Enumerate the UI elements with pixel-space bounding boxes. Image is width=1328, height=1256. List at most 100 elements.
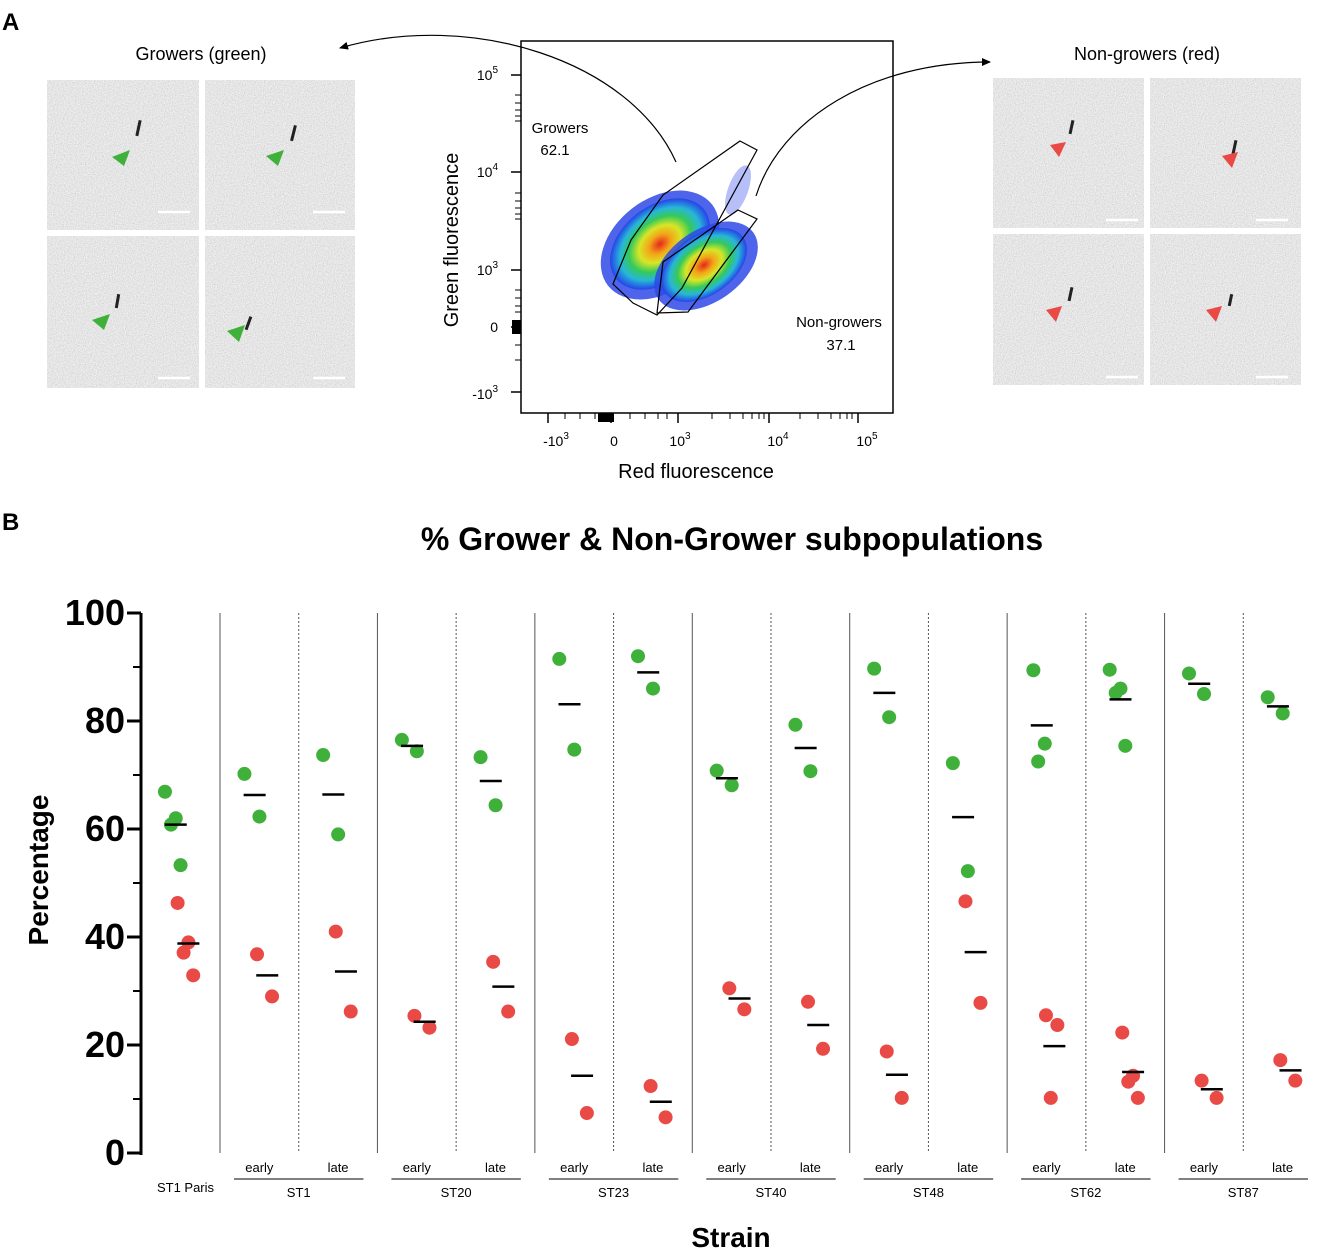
flow-x-tick-label: 103 xyxy=(669,431,691,449)
chart-title: % Grower & Non-Grower subpopulations xyxy=(421,521,1043,557)
phase-label: early xyxy=(403,1160,432,1175)
grower-point xyxy=(646,681,661,696)
grower-point xyxy=(1037,736,1052,751)
y-tick-label: 20 xyxy=(85,1024,125,1065)
phase-label: late xyxy=(642,1160,663,1175)
flow-y-minor-ticks xyxy=(515,94,521,361)
grower-point xyxy=(237,766,252,781)
strain-label: ST20 xyxy=(441,1185,472,1200)
grower-point xyxy=(960,864,975,879)
flow-y-axis-label: Green fluorescence xyxy=(441,153,463,328)
x-axis-label: Strain xyxy=(691,1222,770,1253)
phase-label: late xyxy=(1272,1160,1293,1175)
mean-lines xyxy=(164,671,1302,1103)
grower-point xyxy=(1182,666,1197,681)
phase-label: late xyxy=(800,1160,821,1175)
flow-x-minor-ticks xyxy=(564,413,853,419)
non-grower-point xyxy=(422,1020,437,1035)
flow-x-tick-label: 0 xyxy=(610,433,618,449)
data-points xyxy=(157,649,1303,1125)
arrow-to-growers xyxy=(339,34,677,163)
grower-point xyxy=(331,827,346,842)
flow-y-axis-events xyxy=(512,320,521,334)
gate-nongrowers-polygon xyxy=(656,209,758,314)
grower-point xyxy=(709,763,724,778)
grower-point xyxy=(803,764,818,779)
flow-plot-frame xyxy=(520,40,894,414)
non-grower-point xyxy=(1273,1053,1288,1068)
flow-y-tick-label: -103 xyxy=(472,384,498,402)
flow-density-clouds xyxy=(600,165,758,311)
strain-label: ST62 xyxy=(1070,1185,1101,1200)
phase-label: late xyxy=(485,1160,506,1175)
grower-point xyxy=(473,750,488,765)
gate-nongrowers-value: 37.1 xyxy=(826,337,855,354)
group-separators xyxy=(219,613,1244,1153)
non-grower-point xyxy=(407,1008,422,1023)
strain-labels: ST1 Paris early late ST1 early late ST20 early l… xyxy=(157,1160,1308,1200)
y-tick-label: 80 xyxy=(85,700,125,741)
grower-point xyxy=(882,710,897,725)
grower-point xyxy=(631,649,646,664)
grower-point xyxy=(1102,662,1117,677)
nongrowers-micrographs xyxy=(993,78,1301,385)
micrograph xyxy=(993,78,1144,228)
non-grower-point xyxy=(958,894,973,909)
phase-label: early xyxy=(1190,1160,1219,1175)
grower-point xyxy=(1118,738,1133,753)
strain-label: ST1 xyxy=(287,1185,311,1200)
grower-point xyxy=(316,748,331,763)
nongrowers-title: Non-growers (red) xyxy=(1074,44,1220,64)
y-tick-label: 40 xyxy=(85,916,125,957)
y-ticks: 0 20 40 60 80 100 xyxy=(65,592,141,1173)
non-grower-point xyxy=(343,1004,358,1019)
non-grower-point xyxy=(1130,1090,1145,1105)
micrograph xyxy=(993,234,1144,385)
non-grower-point xyxy=(176,945,191,960)
strain-label: ST40 xyxy=(755,1185,786,1200)
grower-point xyxy=(788,717,803,732)
flow-x-tick-label: 105 xyxy=(856,431,878,449)
flow-y-tick-label: 104 xyxy=(477,162,499,180)
grower-point xyxy=(567,742,582,757)
flow-y-tick-label: 0 xyxy=(490,319,498,335)
non-grower-point xyxy=(816,1041,831,1056)
non-grower-point xyxy=(1115,1025,1130,1040)
arrow-to-nongrowers xyxy=(755,58,991,197)
panel-b-label: B xyxy=(2,509,19,536)
micrograph xyxy=(1150,234,1301,385)
flow-plot: 105 104 103 0 -103 -103 0 103 104 105 Re… xyxy=(441,40,894,483)
non-grower-point xyxy=(328,924,343,939)
non-grower-point xyxy=(1194,1073,1209,1088)
strain-label: ST87 xyxy=(1228,1185,1259,1200)
flow-x-axis-label: Red fluorescence xyxy=(618,461,774,483)
flow-x-tick-label: 104 xyxy=(767,431,789,449)
grower-point xyxy=(724,778,739,793)
non-grower-point xyxy=(1209,1090,1224,1105)
grower-point xyxy=(157,784,172,799)
non-grower-point xyxy=(722,981,737,996)
strain-label: ST48 xyxy=(913,1185,944,1200)
flow-x-axis-events xyxy=(598,413,614,422)
non-grower-point xyxy=(879,1044,894,1059)
growers-title: Growers (green) xyxy=(135,44,266,64)
micrograph xyxy=(205,80,355,230)
grower-point xyxy=(1026,663,1041,678)
micrograph xyxy=(47,236,199,388)
phase-label: late xyxy=(957,1160,978,1175)
gate-growers-name: Growers xyxy=(532,120,589,137)
flow-y-tick-label: 103 xyxy=(477,260,499,278)
non-grower-point xyxy=(737,1002,752,1017)
phase-label: early xyxy=(718,1160,747,1175)
grower-point xyxy=(945,756,960,771)
flow-y-tick-label: 105 xyxy=(477,65,499,83)
non-grower-point xyxy=(1121,1074,1136,1089)
grower-point xyxy=(488,798,503,813)
non-grower-point xyxy=(186,968,201,983)
micrograph xyxy=(1150,78,1301,228)
y-axis-label: Percentage xyxy=(23,795,54,946)
non-grower-point xyxy=(170,895,185,910)
grower-point xyxy=(1275,706,1290,721)
strain-label: ST1 Paris xyxy=(157,1180,215,1195)
